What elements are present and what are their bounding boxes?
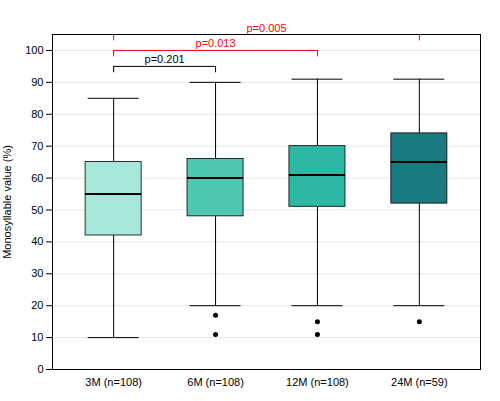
svg-text:40: 40	[31, 235, 43, 247]
svg-text:90: 90	[31, 76, 43, 88]
svg-text:30: 30	[31, 267, 43, 279]
svg-text:70: 70	[31, 140, 43, 152]
svg-text:Monosyllable value (%): Monosyllable value (%)	[1, 145, 13, 259]
svg-text:10: 10	[31, 331, 43, 343]
svg-text:6M (n=108): 6M (n=108)	[187, 376, 244, 388]
svg-text:24M (n=59): 24M (n=59)	[391, 376, 448, 388]
svg-text:50: 50	[31, 203, 43, 215]
svg-text:p=0.201: p=0.201	[145, 53, 185, 65]
svg-text:100: 100	[25, 44, 43, 56]
svg-text:p=0.013: p=0.013	[196, 37, 236, 49]
svg-text:20: 20	[31, 299, 43, 311]
svg-text:0: 0	[37, 363, 43, 375]
svg-text:12M (n=108): 12M (n=108)	[286, 376, 349, 388]
svg-text:60: 60	[31, 172, 43, 184]
svg-text:3M (n=108): 3M (n=108)	[85, 376, 142, 388]
svg-text:80: 80	[31, 108, 43, 120]
svg-text:p=0.005: p=0.005	[246, 22, 286, 34]
